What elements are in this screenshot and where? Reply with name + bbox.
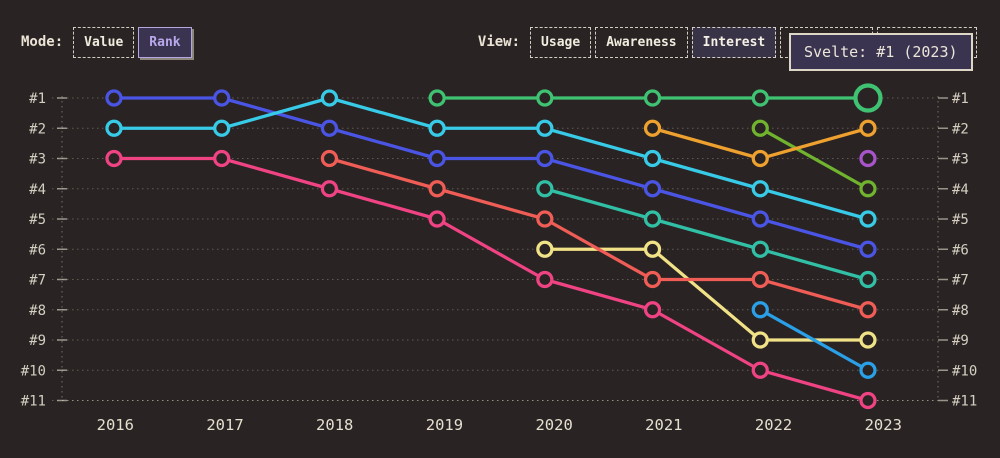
series-orange-point[interactable] [859, 119, 877, 137]
rank-label-left: #5 [29, 212, 46, 228]
rank-label-left: #9 [29, 333, 46, 349]
svelte-point[interactable] [536, 89, 554, 107]
series-salmon-point[interactable] [536, 210, 554, 228]
rank-label-right: #8 [952, 303, 969, 319]
series-cyan-line [112, 96, 870, 221]
series-azure-line [758, 308, 870, 372]
series-blue-line [112, 96, 870, 251]
series-blue-point[interactable] [213, 89, 231, 107]
year-label: 2022 [755, 416, 792, 434]
rank-label-left: #3 [29, 152, 46, 168]
rank-label-left: #1 [29, 91, 46, 107]
series-yellow-point[interactable] [751, 331, 769, 349]
svelte-point[interactable] [428, 89, 446, 107]
series-salmon-point[interactable] [320, 149, 339, 168]
series-yellow-point[interactable] [536, 240, 554, 258]
year-label: 2016 [97, 416, 134, 434]
rank-label-right: #5 [952, 212, 969, 228]
rank-label-right: #6 [952, 242, 969, 258]
rank-label-left: #11 [21, 394, 46, 410]
rank-label-right: #4 [952, 182, 969, 198]
series-salmon-line [327, 156, 870, 312]
series-salmon-point[interactable] [859, 301, 877, 319]
series-purple-point[interactable] [859, 149, 877, 168]
svelte-point[interactable] [751, 89, 769, 107]
series-cyan-point[interactable] [751, 180, 769, 198]
series-pink-point[interactable] [320, 180, 339, 198]
series-salmon-point[interactable] [751, 270, 769, 289]
series-pink-point[interactable] [859, 391, 877, 410]
series-azure-point[interactable] [751, 301, 769, 319]
series-teal-point[interactable] [751, 240, 769, 258]
series-cyan-point[interactable] [320, 89, 339, 107]
series-teal-point[interactable] [859, 270, 877, 289]
mode-rank-button[interactable]: Rank [138, 26, 192, 58]
series-pink-point[interactable] [213, 149, 231, 168]
series-cyan-point[interactable] [536, 119, 554, 137]
series-teal-point[interactable] [643, 210, 662, 228]
mode-label: Mode: [21, 34, 64, 50]
tooltip: Svelte: #1 (2023) [789, 33, 973, 71]
rank-label-right: #3 [952, 152, 969, 168]
series-cyan-point[interactable] [105, 119, 123, 137]
series-pink-point[interactable] [105, 149, 123, 168]
year-label: 2018 [316, 416, 353, 434]
rank-label-left: #6 [29, 242, 46, 258]
year-label: 2020 [535, 416, 572, 434]
view-usage-button[interactable]: Usage [530, 26, 592, 58]
rank-label-right: #10 [952, 363, 977, 379]
rank-label-left: #4 [29, 182, 46, 198]
series-orange-point[interactable] [751, 149, 769, 168]
series-azure-point[interactable] [859, 361, 877, 379]
series-cyan-point[interactable] [643, 149, 662, 168]
view-interest-button[interactable]: Interest [691, 26, 777, 58]
rank-label-left: #8 [29, 303, 46, 319]
series-blue-point[interactable] [751, 210, 769, 228]
series-pink-point[interactable] [751, 361, 769, 379]
series-yellow-point[interactable] [643, 240, 662, 258]
series-pink-point[interactable] [536, 270, 554, 289]
mode-toggle: Mode: Value Rank [21, 26, 192, 58]
series-teal-line [543, 187, 870, 282]
series-salmon-point[interactable] [428, 180, 446, 198]
rank-label-right: #11 [952, 394, 977, 410]
series-lime-point[interactable] [751, 119, 769, 137]
rank-label-right: #7 [952, 273, 969, 289]
view-awareness-button[interactable]: Awareness [595, 26, 688, 58]
rank-label-left: #7 [29, 273, 46, 289]
series-yellow-point[interactable] [859, 331, 877, 349]
series-cyan-point[interactable] [213, 119, 231, 137]
year-label: 2019 [426, 416, 463, 434]
series-blue-point[interactable] [859, 240, 877, 258]
series-lime-line [758, 126, 870, 191]
series-blue-point[interactable] [536, 149, 554, 168]
rank-label-right: #9 [952, 333, 969, 349]
year-label: 2021 [645, 416, 682, 434]
year-label: 2017 [206, 416, 243, 434]
series-blue-point[interactable] [105, 89, 123, 107]
series-pink-point[interactable] [428, 210, 446, 228]
series-pink-line [112, 156, 870, 403]
rank-label-right: #1 [952, 91, 969, 107]
series-cyan-point[interactable] [428, 119, 446, 137]
svelte-point-highlighted[interactable] [853, 83, 883, 113]
rank-label-left: #2 [29, 121, 46, 137]
mode-value-button[interactable]: Value [73, 26, 135, 58]
series-blue-point[interactable] [320, 119, 339, 137]
series-blue-point[interactable] [643, 180, 662, 198]
series-orange-point[interactable] [643, 119, 662, 137]
series-salmon-point[interactable] [643, 270, 662, 289]
rank-label-right: #2 [952, 121, 969, 137]
series-blue-point[interactable] [428, 149, 446, 168]
rank-label-left: #10 [21, 363, 46, 379]
year-label: 2023 [865, 416, 902, 434]
view-label: View: [477, 34, 521, 50]
series-cyan-point[interactable] [859, 210, 877, 228]
series-pink-point[interactable] [643, 301, 662, 319]
series-teal-point[interactable] [536, 180, 554, 198]
series-lime-point[interactable] [859, 180, 877, 198]
svelte-point[interactable] [643, 89, 662, 107]
